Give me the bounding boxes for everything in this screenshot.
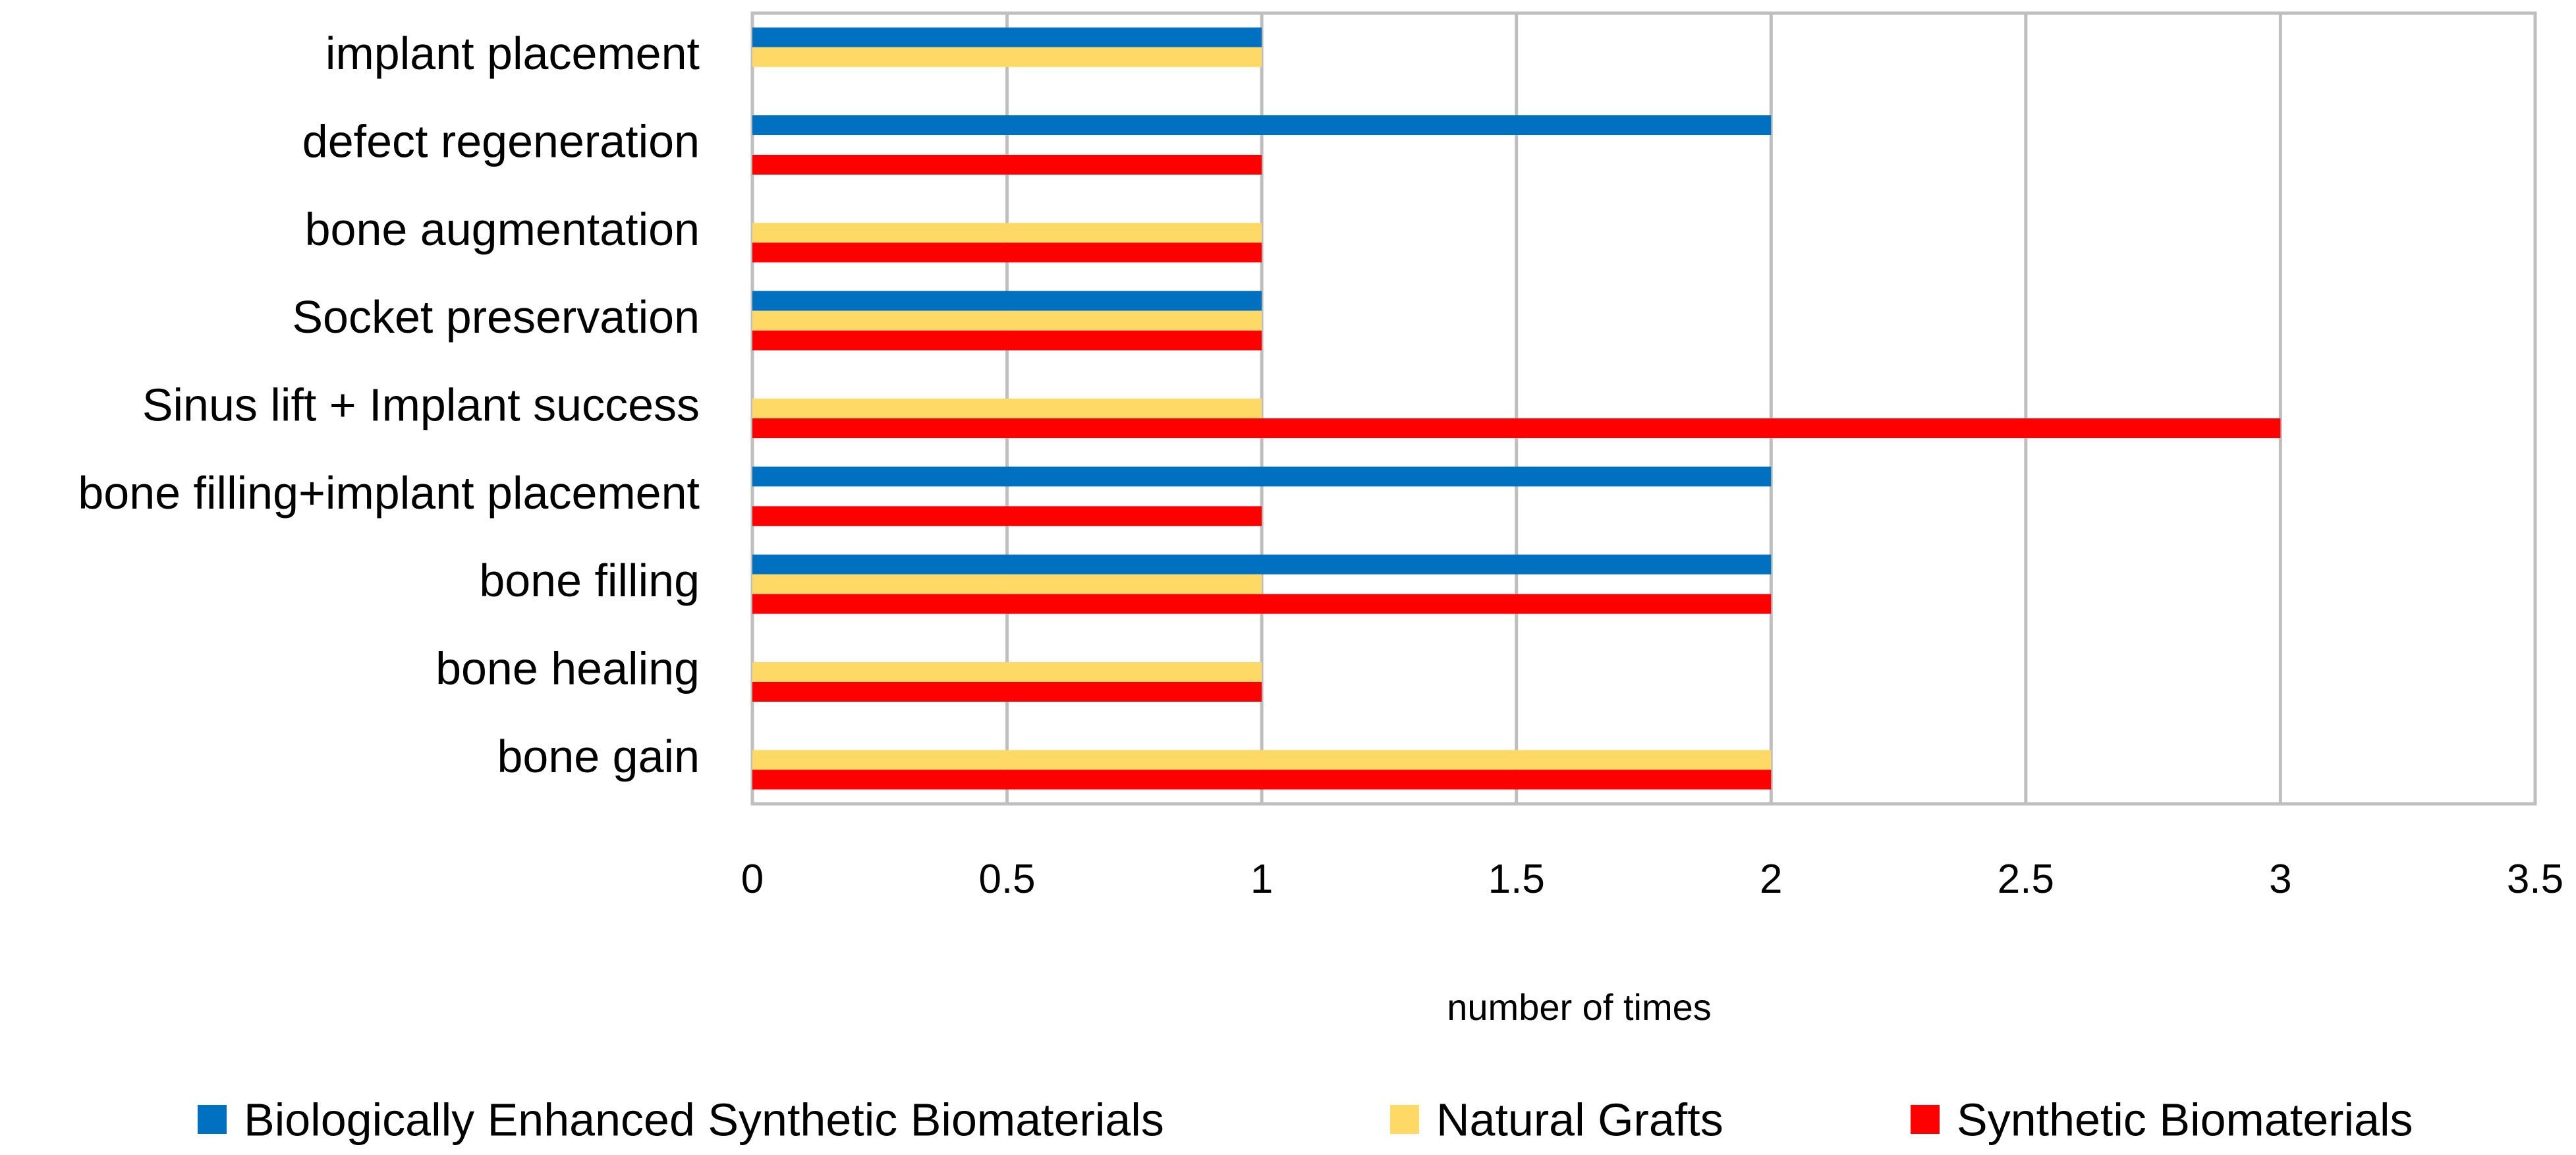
bar (752, 330, 1262, 351)
bar (752, 594, 1772, 614)
legend: Biologically Enhanced Synthetic Biomater… (198, 1094, 2413, 1145)
legend-label: Synthetic Biomaterials (1957, 1094, 2413, 1145)
x-tick-label: 1.5 (1488, 857, 1545, 902)
bar (752, 682, 1262, 702)
category-label: bone filling (479, 555, 700, 606)
x-axis-title: number of times (1447, 986, 1712, 1028)
category-label: bone gain (497, 731, 700, 782)
x-tick-label: 2.5 (1998, 857, 2054, 902)
x-tick-label: 3.5 (2507, 857, 2563, 902)
x-tick-label: 3 (2269, 857, 2291, 902)
bar (752, 115, 1772, 135)
bar (752, 770, 1772, 790)
x-tick-label: 2 (1760, 857, 1782, 902)
bar (752, 662, 1262, 682)
category-label: Sinus lift + Implant success (142, 379, 700, 430)
bar (752, 750, 1772, 770)
bar (752, 310, 1262, 331)
bar (752, 47, 1262, 67)
bar (752, 574, 1262, 594)
bar (752, 466, 1772, 487)
legend-swatch (1390, 1105, 1419, 1134)
bar (752, 223, 1262, 243)
x-tick-label: 0 (741, 857, 764, 902)
bar (752, 291, 1262, 311)
bar (752, 554, 1772, 575)
category-label: bone augmentation (305, 204, 700, 255)
category-label: implant placement (325, 28, 700, 79)
bar (752, 506, 1262, 526)
bars-layer (752, 27, 2281, 790)
x-tick-label: 0.5 (978, 857, 1035, 902)
category-label: bone healing (435, 642, 700, 694)
legend-label: Natural Grafts (1436, 1094, 1723, 1145)
bar (752, 155, 1262, 175)
bar (752, 27, 1262, 47)
bar (752, 242, 1262, 263)
legend-swatch (198, 1105, 227, 1134)
bar (752, 418, 2281, 438)
category-labels: implant placement defect regeneration bone… (78, 28, 700, 782)
x-tick-label: 1 (1250, 857, 1273, 902)
category-label: Socket preservation (292, 291, 700, 343)
legend-swatch (1911, 1105, 1940, 1134)
category-label: bone filling+implant placement (78, 467, 700, 519)
category-label: defect regeneration (302, 115, 700, 167)
x-tick-labels: 0 0.5 1 1.5 2 2.5 3 3.5 (741, 857, 2563, 902)
legend-label: Biologically Enhanced Synthetic Biomater… (244, 1094, 1164, 1145)
bar (752, 399, 1262, 418)
